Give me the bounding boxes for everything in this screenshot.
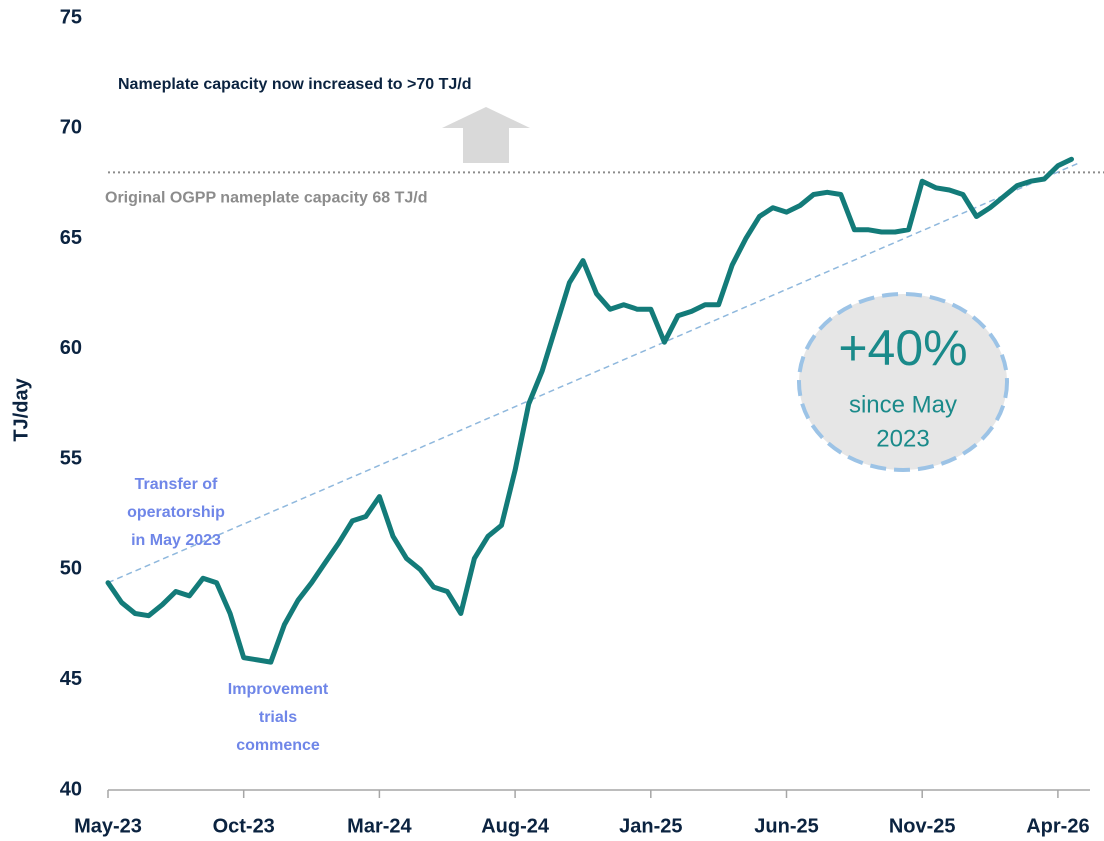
annotation: Nameplate capacity now increased to >70 … (118, 76, 471, 93)
badge-text: since May (849, 391, 957, 418)
annotation: Transfer of (135, 476, 218, 493)
y-tick-label: 50 (60, 558, 82, 580)
annotation: Improvement (228, 681, 329, 698)
series-line (105, 156, 1074, 665)
y-tick-label: 60 (60, 337, 82, 359)
arrow (442, 107, 530, 163)
x-tick-label: Jan-25 (619, 815, 682, 837)
annotation: in May 2023 (131, 532, 221, 549)
x-tick-label: Oct-23 (213, 815, 275, 837)
trendline (107, 162, 1078, 584)
annotation: operatorship (127, 504, 225, 521)
y-tick-label: 55 (60, 447, 82, 469)
y-tick-label: 75 (60, 6, 82, 28)
annotation: commence (236, 737, 320, 754)
x-tick-label: Nov-25 (889, 815, 956, 837)
badge-text: 2023 (876, 425, 929, 452)
annotation: trials (259, 709, 297, 726)
y-axis-label: TJ/day (10, 377, 32, 441)
badge (797, 292, 1009, 472)
x-tick-label: May-23 (74, 815, 142, 837)
x-tick-label: Mar-24 (347, 815, 412, 837)
badge-headline: +40% (838, 320, 967, 376)
x-tick-label: Jun-25 (754, 815, 818, 837)
y-tick-label: 40 (60, 778, 82, 800)
x-tick-label: Apr-26 (1026, 815, 1089, 837)
y-tick-label: 45 (60, 668, 82, 690)
y-tick-label: 65 (60, 227, 82, 249)
reference-label: Original OGPP nameplate capacity 68 TJ/d (105, 190, 428, 207)
x-tick-label: Aug-24 (481, 815, 550, 837)
y-tick-label: 70 (60, 117, 82, 139)
